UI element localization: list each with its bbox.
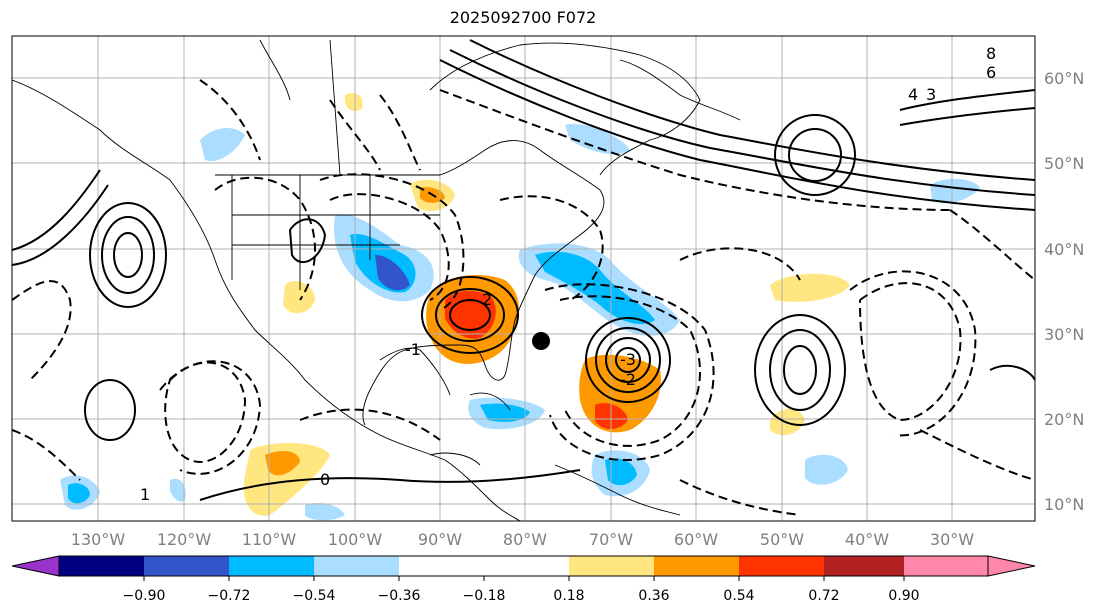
map-title: 2025092700 F072 <box>449 8 597 27</box>
map-frame <box>11 35 1036 522</box>
colorbar-swatch <box>904 556 988 576</box>
colorbar-swatch <box>739 556 824 576</box>
positive-contours <box>12 39 1035 501</box>
colorbar-tick-label: 0.54 <box>723 588 754 604</box>
contour-label-1: 1 <box>140 485 150 504</box>
colorbar-tick-label: −0.72 <box>208 588 251 604</box>
colorbar-swatch <box>144 556 229 576</box>
negative-shading <box>60 124 980 521</box>
lat-label: 10°N <box>1044 495 1084 514</box>
lon-label: 60°W <box>674 530 718 549</box>
coastlines <box>12 39 741 521</box>
contour-label-4: 4 <box>908 85 918 104</box>
colorbar-swatch <box>59 556 144 576</box>
lon-label: 120°W <box>157 530 212 549</box>
colorbar-swatch <box>229 556 314 576</box>
colorbar-tick-label: 0.36 <box>638 588 669 604</box>
colorbar-tick-label: 0.72 <box>808 588 839 604</box>
contour-label-0: 0 <box>320 470 330 489</box>
contour-label-8: 8 <box>986 44 996 63</box>
lat-label: 40°N <box>1044 240 1084 259</box>
lon-label: 130°W <box>71 530 126 549</box>
latitude-labels: 60°N 50°N 40°N 30°N 20°N 10°N <box>1044 69 1084 514</box>
colorbar-tick-label: −0.36 <box>378 588 421 604</box>
colorbar-tick-label: −0.54 <box>293 588 336 604</box>
colorbar: −0.90 −0.72 −0.54 −0.36 −0.18 0.18 0.36 … <box>11 555 1036 604</box>
colorbar-swatch <box>654 556 739 576</box>
lat-label: 60°N <box>1044 69 1084 88</box>
lon-label: 110°W <box>242 530 297 549</box>
lat-label: 20°N <box>1044 410 1084 429</box>
lon-label: 80°W <box>503 530 547 549</box>
colorbar-swatch <box>314 556 399 576</box>
lon-label: 70°W <box>589 530 633 549</box>
lat-label: 30°N <box>1044 325 1084 344</box>
colorbar-ticks <box>143 576 905 581</box>
colorbar-tick-label: −0.18 <box>463 588 506 604</box>
colorbar-swatch <box>484 556 569 576</box>
colorbar-tick-label: 0.90 <box>888 588 919 604</box>
longitude-labels: 130°W 120°W 110°W 100°W 90°W 80°W 70°W 6… <box>71 530 974 549</box>
lon-label: 90°W <box>418 530 462 549</box>
lon-label: 50°W <box>760 530 804 549</box>
lon-label: 100°W <box>328 530 383 549</box>
colorbar-swatch <box>569 556 654 576</box>
colorbar-extend-high <box>987 555 1036 577</box>
negative-contours <box>12 79 1035 516</box>
colorbar-tick-label: 0.18 <box>553 588 584 604</box>
lon-label: 30°W <box>930 530 974 549</box>
colorbar-tick-label: −0.90 <box>123 588 166 604</box>
contour-labels: 8 6 4 3 2 1 0 -1 -2 -3 <box>140 44 996 504</box>
colorbar-swatch <box>824 556 904 576</box>
contour-label-2: 2 <box>482 290 492 309</box>
lon-label: 40°W <box>845 530 889 549</box>
colorbar-extend-low <box>11 555 60 577</box>
colorbar-swatch <box>399 556 484 576</box>
contour-label-6: 6 <box>986 63 996 82</box>
contour-label-minus-1: -1 <box>405 340 421 359</box>
contour-label-3: 3 <box>926 85 936 104</box>
lat-label: 50°N <box>1044 154 1084 173</box>
storm-center-dot <box>532 332 550 350</box>
contour-label-minus-3: -3 <box>620 350 636 369</box>
contour-label-minus-2: -2 <box>620 370 636 389</box>
